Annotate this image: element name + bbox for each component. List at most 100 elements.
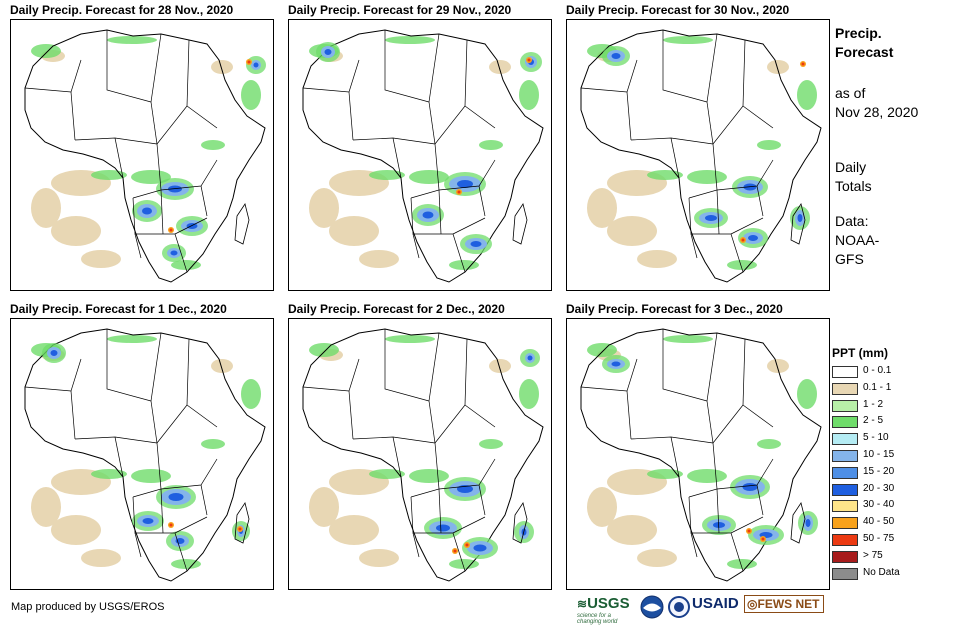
legend-swatch	[832, 416, 858, 429]
country-border	[412, 532, 420, 558]
usgs-tagline: science for a changing world	[577, 613, 618, 625]
country-border	[410, 496, 466, 572]
madagascar-outline	[512, 502, 528, 544]
precip-area-moderate	[797, 80, 817, 110]
legend-label: 0 - 0.1	[863, 365, 892, 376]
precip-map	[289, 319, 551, 589]
legend-item: 0 - 0.1	[832, 364, 952, 381]
precip-area-moderate	[385, 36, 435, 44]
country-border	[186, 105, 218, 129]
country-border	[428, 33, 440, 103]
country-border	[464, 39, 468, 107]
country-border	[690, 532, 698, 558]
country-border	[174, 217, 208, 235]
precip-area-very-heavy	[527, 355, 533, 361]
country-border	[200, 185, 208, 217]
precip-area-moderate	[587, 343, 617, 357]
panel-title: Daily Precip. Forecast for 3 Dec., 2020	[566, 302, 783, 316]
country-border	[438, 488, 442, 534]
country-border	[706, 33, 718, 103]
precip-area-light	[637, 549, 677, 567]
precip-area-moderate	[171, 559, 201, 569]
precip-hotspot-core	[169, 523, 173, 527]
precip-area-very-heavy	[611, 361, 621, 367]
fewsnet-globe-icon: ◎	[747, 597, 758, 611]
precip-area-very-heavy	[170, 250, 178, 256]
madagascar-outline	[790, 203, 806, 245]
precip-area-light	[489, 60, 511, 74]
legend-swatch	[832, 399, 858, 412]
panel-title: Daily Precip. Forecast for 30 Nov., 2020	[566, 3, 790, 17]
country-border	[428, 101, 436, 145]
precip-area-light	[359, 250, 399, 268]
precip-area-moderate	[479, 140, 503, 150]
madagascar-outline	[790, 502, 806, 544]
country-border	[434, 105, 466, 145]
usaid-logo-text: USAID	[692, 595, 739, 612]
map-frame	[566, 19, 830, 291]
country-border	[156, 404, 188, 444]
legend-swatch	[832, 366, 858, 378]
precip-area-moderate	[519, 379, 539, 409]
precip-area-very-heavy	[168, 185, 182, 193]
precip-area-light	[607, 216, 657, 246]
legend-item: 5 - 10	[832, 431, 952, 448]
country-border	[200, 484, 208, 516]
legend-label: 0.1 - 1	[863, 381, 892, 393]
country-border	[688, 496, 744, 572]
panel-title: Daily Precip. Forecast for 29 Nov., 2020	[288, 3, 512, 17]
country-border	[348, 91, 354, 141]
precip-area-very-heavy	[705, 215, 717, 221]
precip-area-light	[329, 216, 379, 246]
country-border	[626, 91, 632, 141]
country-border	[742, 105, 774, 129]
precip-area-moderate	[241, 80, 261, 110]
sidebar-heading-1: Precip.	[835, 25, 882, 41]
sidebar-info: Precip. Forecast as of Nov 28, 2020 Dail…	[835, 24, 955, 269]
precip-area-very-heavy	[253, 62, 259, 68]
country-border	[160, 488, 164, 534]
country-border	[478, 185, 486, 217]
precip-area-moderate	[171, 260, 201, 270]
precip-area-very-heavy	[611, 53, 621, 59]
legend-item: 1 - 2	[832, 398, 952, 415]
country-border	[452, 516, 486, 534]
legend-item: 20 - 30	[832, 482, 952, 499]
madagascar-outline	[234, 203, 250, 245]
precip-area-light	[767, 60, 789, 74]
country-border	[70, 91, 76, 141]
country-border	[756, 484, 764, 516]
legend-swatch	[832, 449, 858, 462]
precip-area-light	[587, 487, 617, 527]
precip-area-very-heavy	[713, 522, 725, 528]
precip-area-moderate	[727, 559, 757, 569]
precip-area-moderate	[31, 44, 61, 58]
precip-hotspot-core	[169, 228, 173, 232]
precip-area-very-heavy	[748, 235, 758, 241]
precip-area-moderate	[519, 80, 539, 110]
legend-item: 10 - 15	[832, 448, 952, 465]
country-border	[730, 516, 764, 534]
legend-swatch	[832, 533, 858, 546]
country-border	[392, 137, 402, 179]
legend-label: 50 - 75	[863, 532, 895, 544]
precip-area-moderate	[107, 335, 157, 343]
country-border	[412, 233, 420, 259]
legend-label: 1 - 2	[863, 398, 884, 410]
sidebar-heading-2: Forecast	[835, 44, 894, 60]
country-border	[132, 197, 188, 273]
precip-hotspot-core	[801, 62, 805, 66]
legend-swatch	[832, 500, 858, 513]
country-border	[742, 39, 746, 107]
country-border	[174, 516, 208, 534]
legend-swatch	[832, 517, 858, 530]
precip-map	[567, 20, 829, 290]
precip-area-light	[489, 359, 511, 373]
country-border	[150, 332, 162, 402]
precip-hotspot-core	[465, 543, 469, 547]
precip-area-very-heavy	[457, 180, 473, 188]
map-credit: Map produced by USGS/EROS	[11, 601, 165, 613]
precip-area-moderate	[409, 170, 449, 184]
country-border	[706, 101, 714, 145]
country-border	[348, 390, 354, 440]
